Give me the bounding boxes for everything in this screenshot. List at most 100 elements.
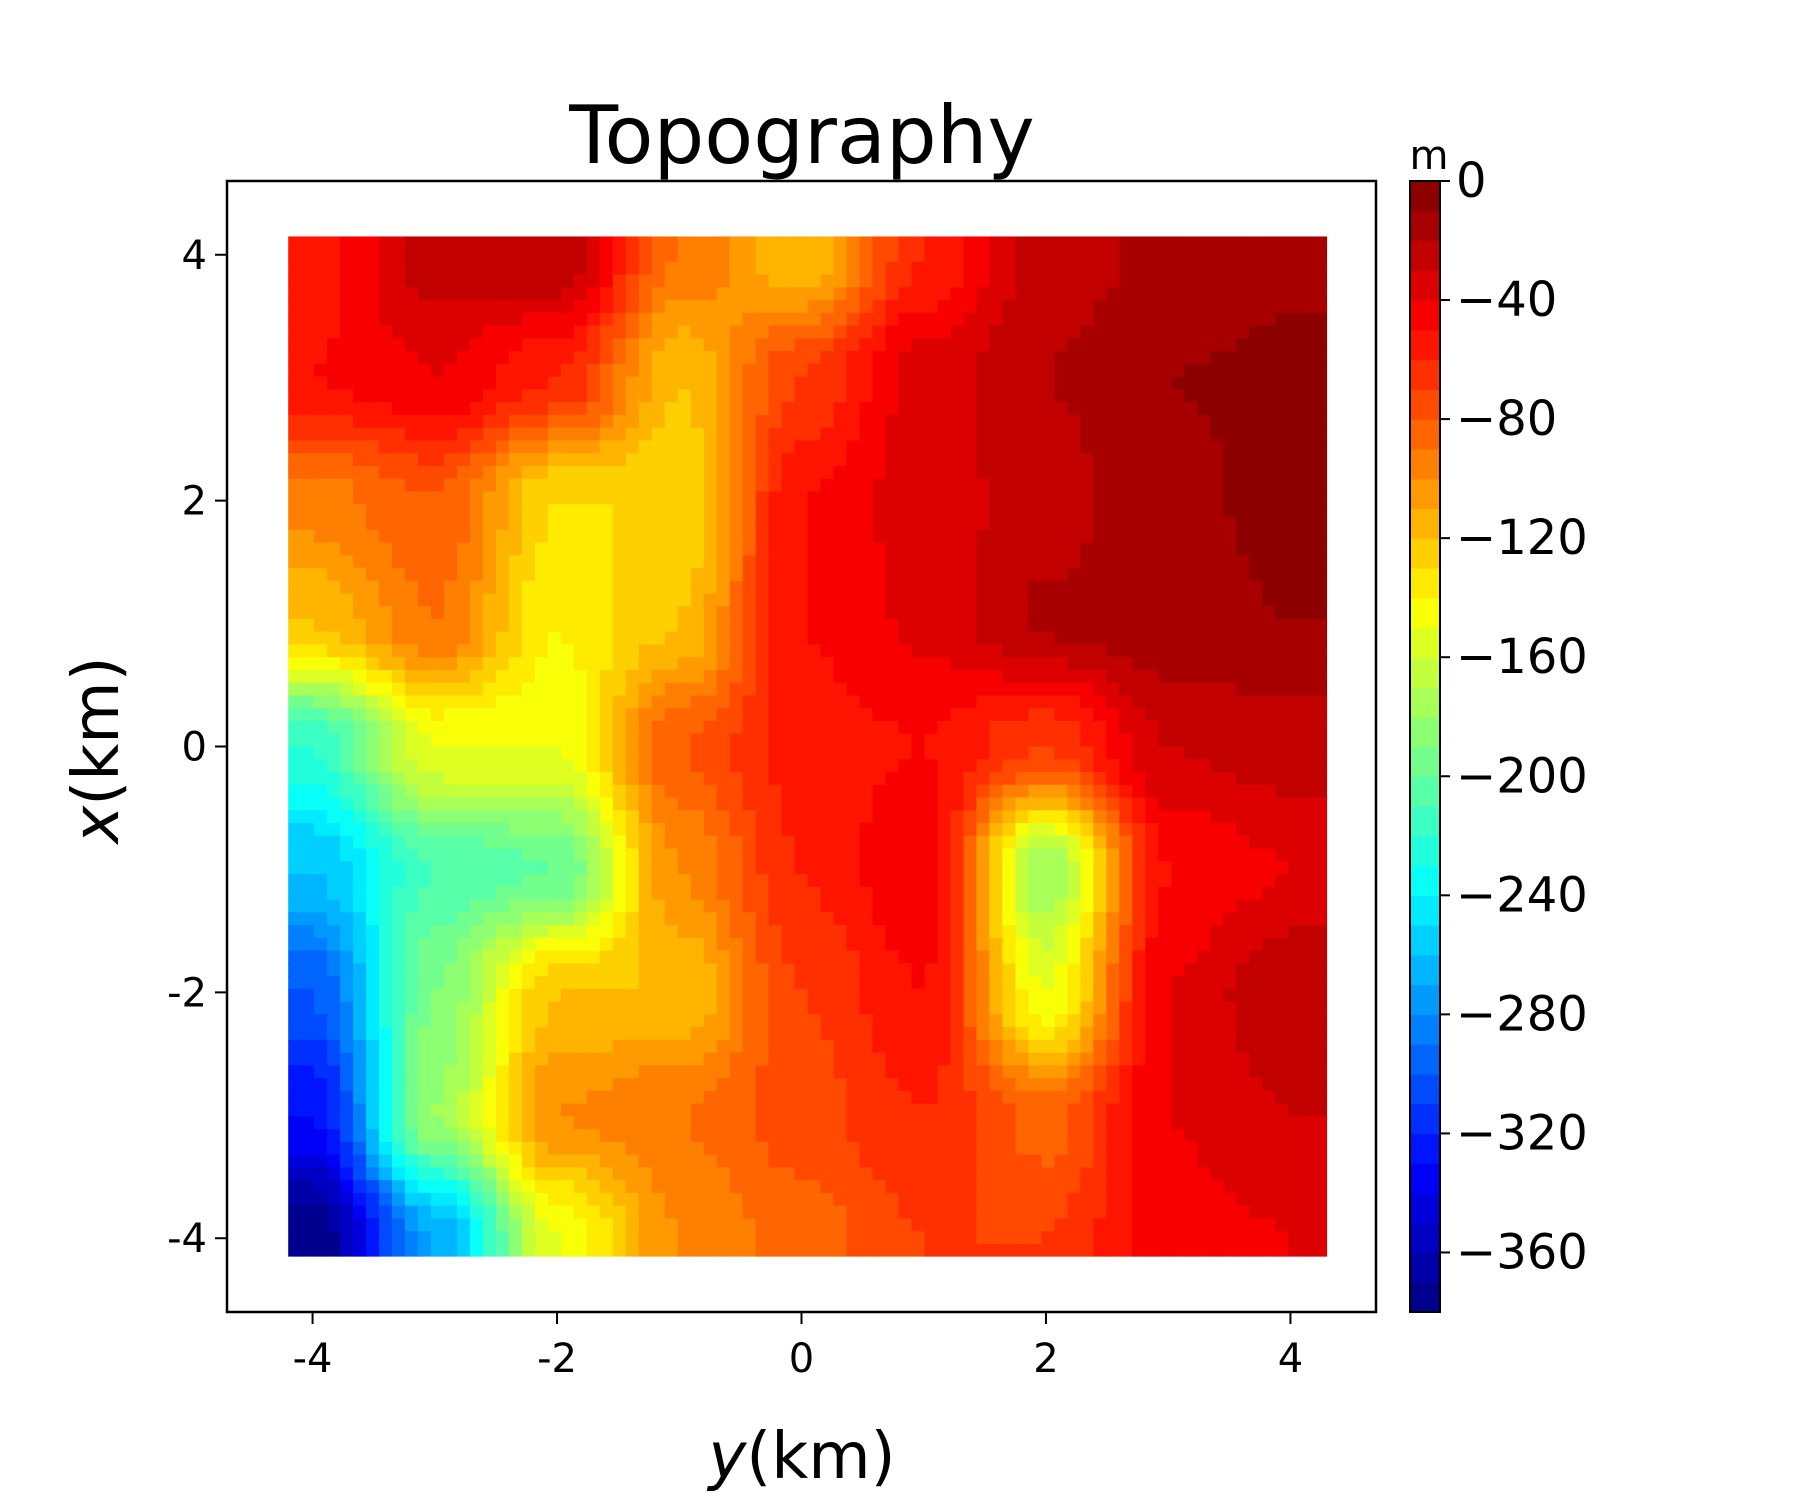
- heatmap-cell: [898, 1014, 913, 1028]
- heatmap-cell: [677, 733, 692, 748]
- heatmap-cell: [586, 261, 601, 276]
- heatmap-cell: [340, 606, 354, 620]
- heatmap-cell: [1002, 950, 1017, 964]
- heatmap-cell: [833, 733, 848, 748]
- heatmap-cell: [340, 618, 354, 633]
- heatmap-cell: [1236, 529, 1250, 544]
- heatmap-cell: [379, 657, 393, 671]
- heatmap-cell: [898, 899, 913, 913]
- heatmap-cell: [911, 912, 926, 926]
- heatmap-cell: [482, 746, 497, 760]
- heatmap-cell: [625, 1001, 640, 1015]
- heatmap-cell: [1028, 631, 1042, 646]
- heatmap-cell: [1015, 886, 1029, 901]
- heatmap-cell: [1015, 312, 1029, 327]
- heatmap-cell: [898, 886, 913, 901]
- heatmap-cell: [508, 823, 523, 837]
- heatmap-cell: [599, 491, 614, 505]
- heatmap-cell: [1184, 746, 1198, 760]
- heatmap-cell: [755, 427, 770, 441]
- heatmap-cell: [833, 925, 848, 939]
- heatmap-cell: [1184, 363, 1198, 378]
- heatmap-cell: [612, 363, 627, 378]
- heatmap-cell: [1015, 618, 1029, 633]
- heatmap-cell: [846, 606, 861, 620]
- heatmap-cell: [1080, 376, 1094, 390]
- heatmap-cell: [950, 453, 965, 467]
- heatmap-cell: [612, 618, 627, 633]
- heatmap-cell: [742, 465, 757, 480]
- heatmap-cell: [924, 823, 939, 837]
- heatmap-cell: [1236, 784, 1250, 799]
- heatmap-cell: [521, 797, 536, 811]
- heatmap-cell: [768, 797, 783, 811]
- heatmap-cell: [924, 950, 939, 964]
- heatmap-cell: [1197, 555, 1211, 569]
- heatmap-cell: [690, 1001, 705, 1015]
- heatmap-cell: [612, 695, 627, 709]
- heatmap-cell: [340, 338, 354, 352]
- heatmap-cell: [1249, 529, 1263, 544]
- heatmap-cell: [560, 351, 575, 365]
- heatmap-cell: [1067, 516, 1081, 531]
- heatmap-cell: [820, 682, 835, 697]
- heatmap-cell: [1314, 478, 1328, 493]
- heatmap-cell: [1236, 312, 1250, 327]
- heatmap-cell: [379, 848, 393, 862]
- heatmap-cell: [586, 478, 601, 493]
- heatmap-cell: [495, 414, 510, 429]
- heatmap-cell: [560, 784, 575, 799]
- heatmap-cell: [677, 810, 692, 824]
- heatmap-cell: [1249, 312, 1263, 327]
- heatmap-cell: [1184, 580, 1198, 595]
- heatmap-cell: [846, 542, 861, 556]
- heatmap-cell: [937, 465, 952, 480]
- heatmap-cell: [976, 606, 991, 620]
- heatmap-cell: [833, 746, 848, 760]
- heatmap-cell: [1158, 682, 1172, 697]
- heatmap-cell: [872, 440, 887, 454]
- heatmap-cell: [1223, 618, 1237, 633]
- heatmap-cell: [547, 312, 562, 327]
- heatmap-cell: [1054, 988, 1068, 1003]
- heatmap-cell: [1314, 504, 1328, 518]
- heatmap-cell: [1080, 389, 1094, 403]
- heatmap-cell: [716, 542, 731, 556]
- heatmap-cell: [963, 950, 978, 964]
- heatmap-cell: [963, 912, 978, 926]
- heatmap-cell: [638, 414, 653, 429]
- heatmap-cell: [1275, 249, 1289, 263]
- heatmap-cell: [898, 950, 913, 964]
- heatmap-cell: [625, 669, 640, 684]
- heatmap-cell: [1002, 874, 1017, 888]
- heatmap-cell: [937, 644, 952, 658]
- heatmap-cell: [379, 453, 393, 467]
- heatmap-cell: [340, 363, 354, 378]
- heatmap-cell: [885, 606, 900, 620]
- heatmap-cell: [1288, 759, 1302, 773]
- heatmap-cell: [885, 950, 900, 964]
- heatmap-cell: [1197, 363, 1211, 378]
- heatmap-cell: [807, 810, 822, 824]
- heatmap-cell: [456, 657, 471, 671]
- heatmap-cell: [768, 465, 783, 480]
- heatmap-cell: [885, 772, 900, 786]
- heatmap-cell: [340, 593, 354, 607]
- heatmap-cell: [1054, 580, 1068, 595]
- heatmap-cell: [755, 542, 770, 556]
- heatmap-cell: [742, 351, 757, 365]
- heatmap-cell: [1054, 797, 1068, 811]
- heatmap-cell: [586, 363, 601, 378]
- heatmap-cell: [573, 376, 588, 390]
- heatmap-cell: [443, 988, 458, 1003]
- heatmap-cell: [599, 453, 614, 467]
- heatmap-cell: [1106, 440, 1120, 454]
- heatmap-cell: [872, 772, 887, 786]
- heatmap-cell: [1314, 861, 1328, 875]
- heatmap-cell: [1015, 249, 1029, 263]
- heatmap-cell: [1301, 274, 1315, 288]
- heatmap-cell: [1288, 810, 1302, 824]
- heatmap-cell: [1197, 835, 1211, 850]
- heatmap-cell: [677, 976, 692, 990]
- heatmap-cell: [521, 746, 536, 760]
